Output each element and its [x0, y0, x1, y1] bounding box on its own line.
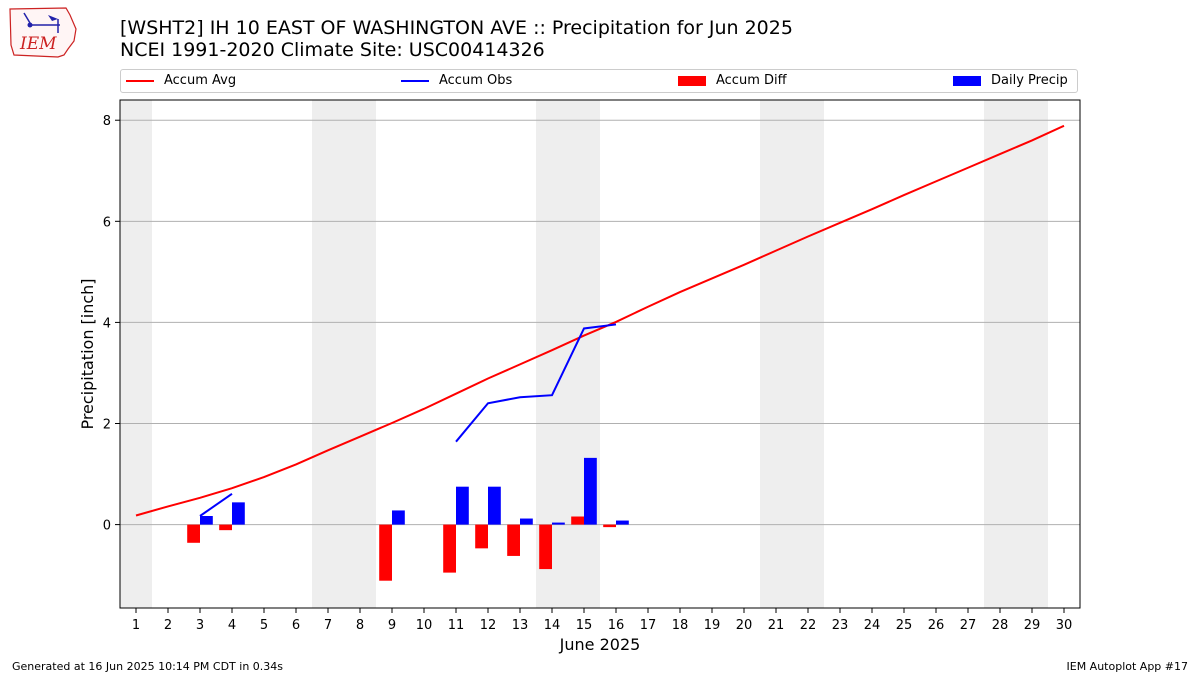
x-tick-label-16: 16	[608, 618, 625, 633]
legend: Accum Avg Accum Obs Accum Diff Daily Pre…	[120, 69, 1078, 93]
accum-obs-line-segment-2	[455, 323, 617, 443]
gridlines	[120, 119, 1080, 526]
x-tick-label-24: 24	[864, 618, 881, 633]
daily-precip-bar-9	[392, 510, 405, 525]
legend-label-daily-precip: Daily Precip	[991, 73, 1068, 88]
x-tick-label-18: 18	[672, 618, 689, 633]
x-tick-label-29: 29	[1024, 618, 1041, 633]
legend-swatch-accum-diff	[678, 75, 706, 86]
x-tick-label-14: 14	[544, 618, 561, 633]
y-tick-label-6: 6	[103, 215, 111, 230]
x-tick-label-15: 15	[576, 618, 593, 633]
plot-frame	[119, 99, 1081, 609]
x-tick-label-13: 13	[512, 618, 529, 633]
accum-diff-bar-14	[539, 524, 552, 570]
x-tick-label-20: 20	[736, 618, 753, 633]
daily-precip-bar-14	[552, 522, 565, 525]
accum-diff-bar-13	[507, 524, 520, 556]
accum-diff-bar-4	[219, 524, 232, 531]
iem-logo: IEM	[8, 5, 80, 59]
daily-precip-bar-15	[584, 457, 597, 525]
daily-precip-bar-4	[232, 502, 245, 525]
x-tick-label-10: 10	[416, 618, 433, 633]
accum-diff-bar-16	[603, 524, 616, 528]
accum-diff-bar-3	[187, 524, 200, 543]
x-tick-label-26: 26	[928, 618, 945, 633]
x-tick-label-17: 17	[640, 618, 657, 633]
x-tick-label-19: 19	[704, 618, 721, 633]
legend-entry-accum-avg: Accum Avg	[126, 73, 236, 89]
bars	[187, 457, 629, 581]
legend-entry-daily-precip: Daily Precip	[953, 73, 1068, 89]
x-tick-label-27: 27	[960, 618, 977, 633]
x-tick-label-22: 22	[800, 618, 817, 633]
legend-swatch-daily-precip	[953, 75, 981, 86]
chart-title: [WSHT2] IH 10 EAST OF WASHINGTON AVE :: …	[120, 17, 793, 61]
x-tick-label-30: 30	[1056, 618, 1073, 633]
weekend-band-28	[984, 100, 1016, 608]
accum-diff-bar-15	[571, 516, 584, 525]
x-tick-label-11: 11	[448, 618, 465, 633]
title-line-2: NCEI 1991-2020 Climate Site: USC00414326	[120, 39, 545, 61]
weekend-band-8	[344, 100, 376, 608]
footer-app: IEM Autoplot App #17	[1066, 660, 1189, 673]
x-tick-label-28: 28	[992, 618, 1009, 633]
weekend-band-22	[792, 100, 824, 608]
weekend-band-7	[312, 100, 344, 608]
legend-label-accum-avg: Accum Avg	[164, 73, 237, 88]
accum-diff-bar-9	[379, 524, 392, 581]
y-tick-label-2: 2	[103, 418, 111, 433]
y-tick-label-0: 0	[103, 519, 111, 534]
weekend-band-29	[1016, 100, 1048, 608]
x-tick-label-5: 5	[260, 618, 268, 633]
legend-swatch-accum-avg	[126, 79, 154, 82]
title-line-1: [WSHT2] IH 10 EAST OF WASHINGTON AVE :: …	[120, 17, 793, 39]
accum-avg-line	[135, 124, 1065, 517]
x-tick-label-4: 4	[228, 618, 236, 633]
x-tick-label-9: 9	[388, 618, 396, 633]
accum-diff-bar-12	[475, 524, 488, 549]
legend-entry-accum-obs: Accum Obs	[401, 73, 512, 89]
x-tick-label-6: 6	[292, 618, 300, 633]
x-tick-label-8: 8	[356, 618, 364, 633]
legend-label-accum-diff: Accum Diff	[716, 73, 787, 88]
x-tick-label-1: 1	[132, 618, 140, 633]
y-axis-label: Precipitation [inch]	[78, 278, 97, 429]
y-tick-label-4: 4	[103, 316, 111, 331]
daily-precip-bar-13	[520, 518, 533, 525]
x-tick-label-2: 2	[164, 618, 172, 633]
daily-precip-bar-3	[200, 516, 213, 525]
daily-precip-bar-12	[488, 486, 501, 525]
weekend-band-21	[760, 100, 792, 608]
weekend-shading	[120, 100, 1048, 608]
accum-diff-bar-11	[443, 524, 456, 573]
y-tick-label-8: 8	[103, 114, 111, 129]
x-tick-label-7: 7	[324, 618, 332, 633]
daily-precip-bar-16	[616, 520, 629, 525]
x-tick-label-25: 25	[896, 618, 913, 633]
x-tick-label-12: 12	[480, 618, 497, 633]
x-axis-label: June 2025	[559, 635, 641, 654]
x-tick-label-3: 3	[196, 618, 204, 633]
legend-swatch-accum-obs	[401, 79, 429, 82]
legend-label-accum-obs: Accum Obs	[439, 73, 513, 88]
footer-generated: Generated at 16 Jun 2025 10:14 PM CDT in…	[12, 660, 284, 673]
lines	[135, 124, 1065, 517]
legend-entry-accum-diff: Accum Diff	[678, 73, 787, 89]
daily-precip-bar-11	[456, 486, 469, 525]
weekend-band-1	[120, 100, 152, 608]
x-tick-label-23: 23	[832, 618, 849, 633]
x-tick-label-21: 21	[768, 618, 785, 633]
accum-obs-line-segment-1	[199, 492, 233, 517]
logo-text: IEM	[19, 34, 57, 54]
